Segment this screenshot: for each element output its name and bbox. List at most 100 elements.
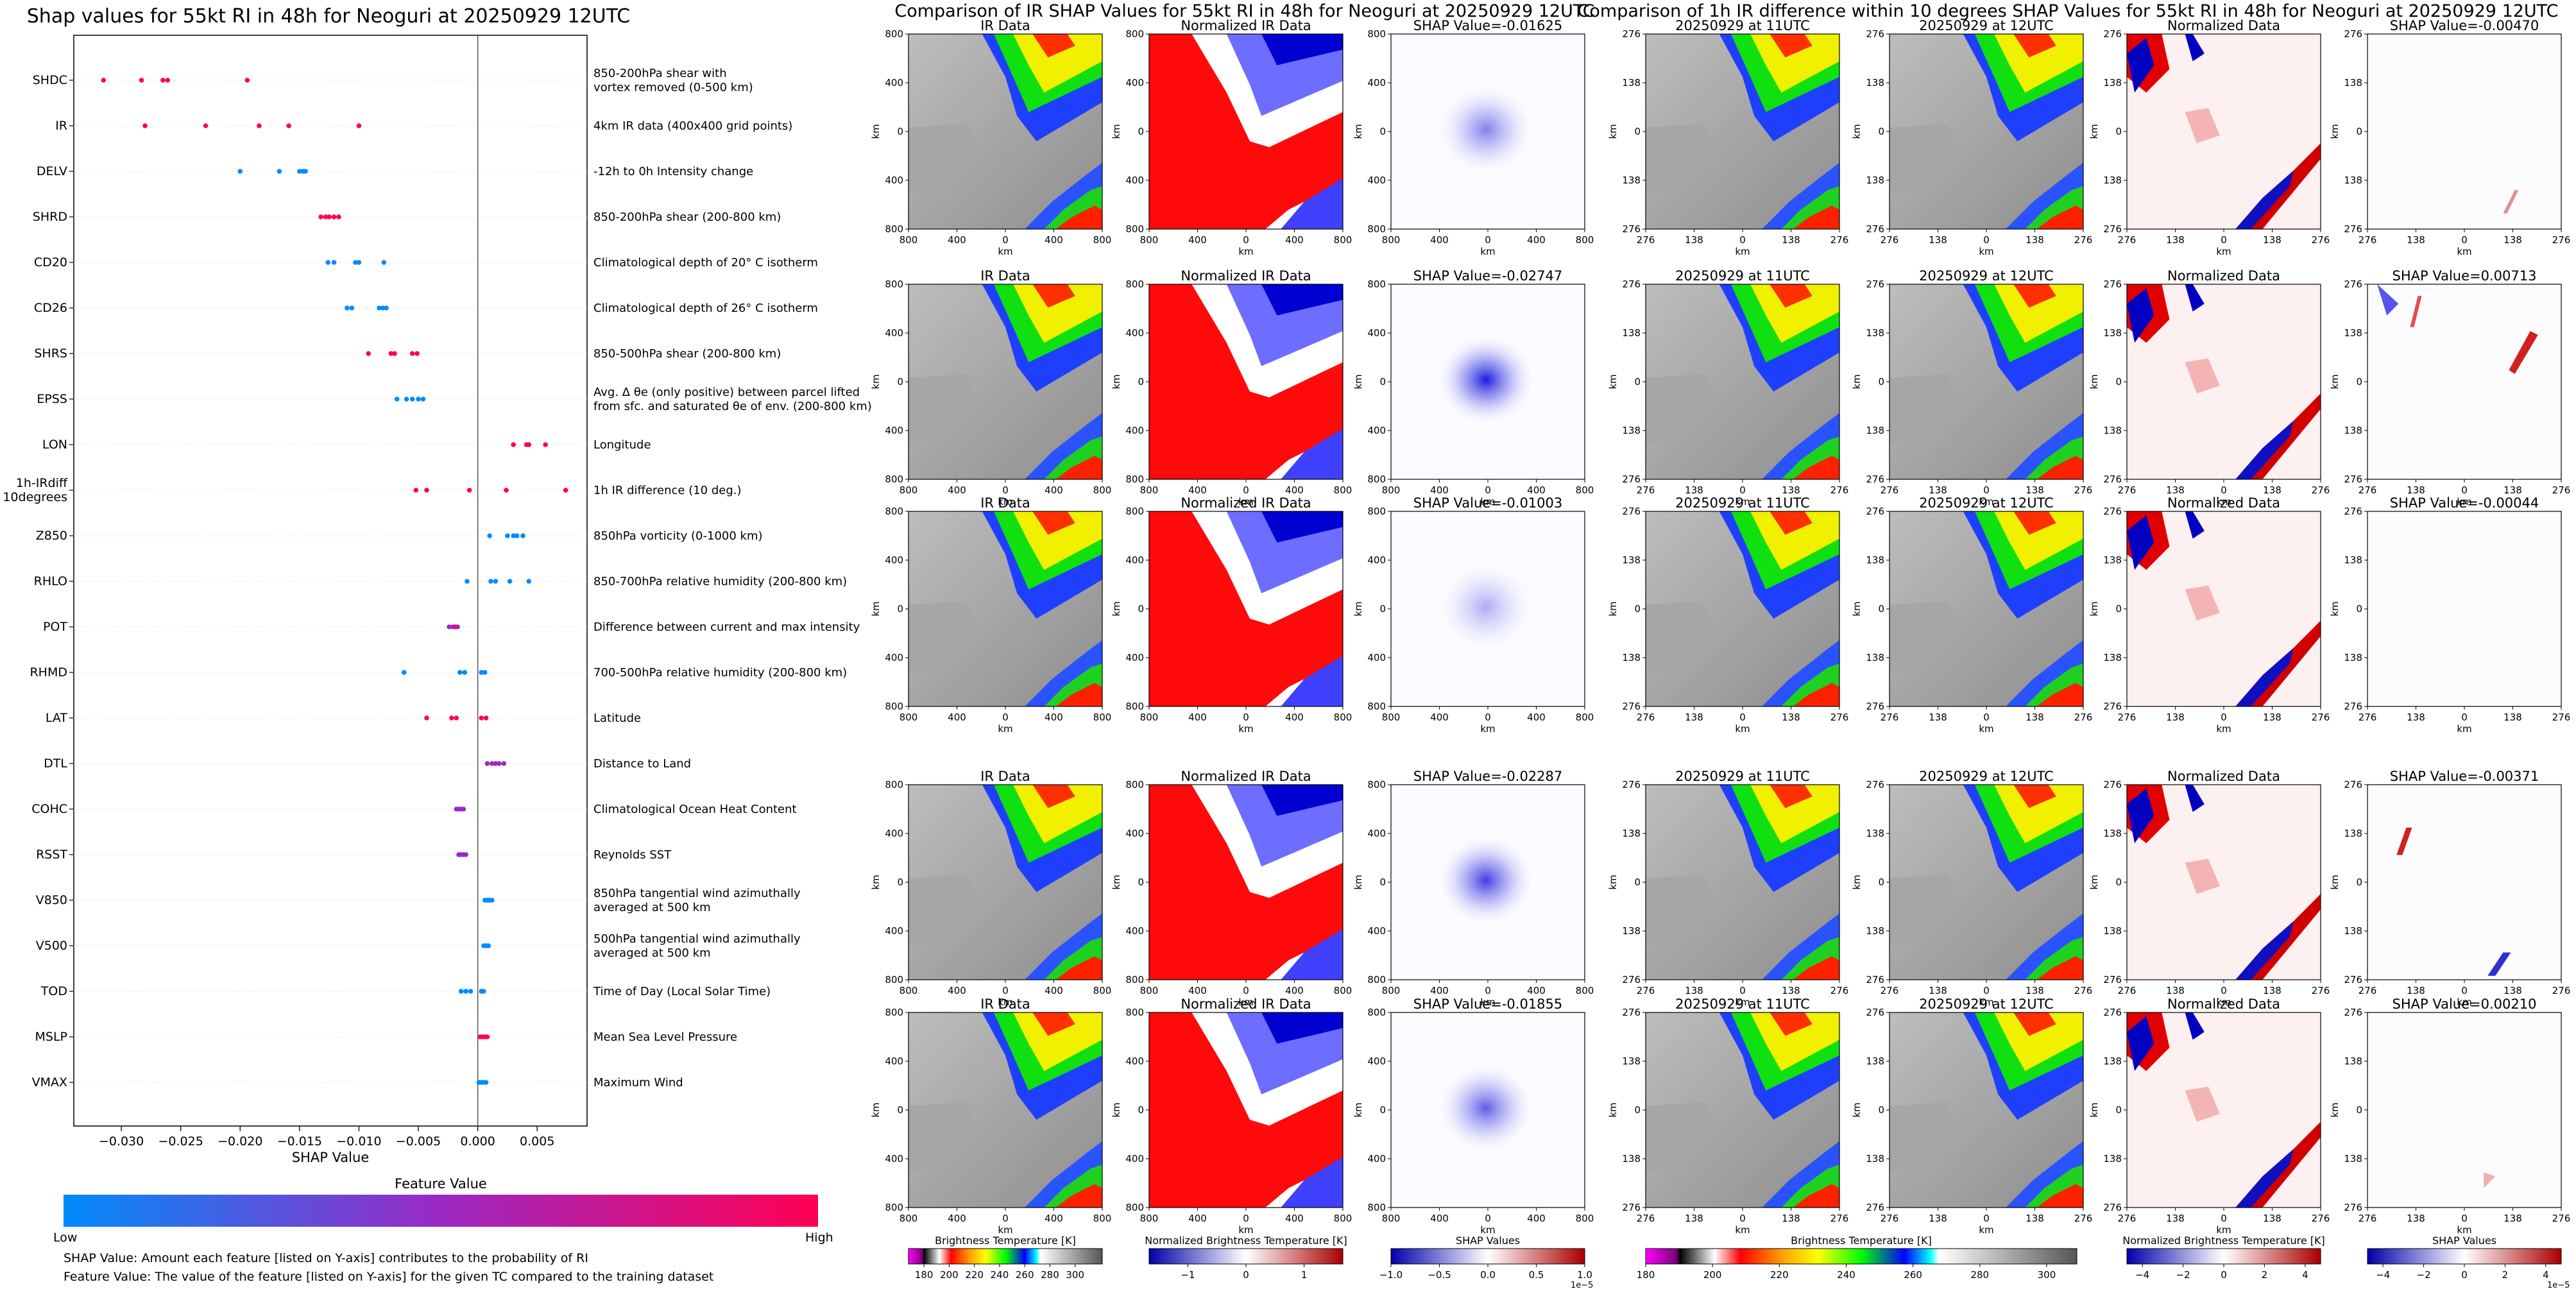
cloud-band — [1994, 34, 2083, 93]
cloud-band — [1265, 952, 1304, 980]
map-y-tick-label: 400 — [885, 925, 903, 937]
shap-point — [381, 260, 387, 265]
shap-point — [488, 579, 493, 584]
cloud-band — [1032, 34, 1075, 58]
map-y-tick-label: 400 — [1367, 652, 1386, 663]
map-x-tick-label: 800 — [1382, 985, 1401, 996]
cloud-band — [1770, 785, 1813, 808]
shap-note-2: Feature Value: The value of the feature … — [64, 1270, 713, 1284]
map-x-tick-label: 800 — [1334, 712, 1352, 723]
map-x-tick-label: 276 — [1637, 234, 1655, 246]
colorbar-tick-label: 260 — [1904, 1269, 1922, 1281]
map-x-tick-label: 276 — [1881, 1213, 1899, 1224]
map-x-tick-label: 276 — [1830, 1213, 1849, 1224]
shap-point — [345, 305, 350, 311]
map-y-axis-label: km — [1851, 124, 1863, 139]
map-x-tick-label: 276 — [2358, 484, 2377, 496]
map-x-tick-label: 276 — [2074, 1213, 2093, 1224]
feature-name: 1h-IRdiff 10degrees — [3, 476, 68, 504]
map-x-axis-label: km — [2457, 1224, 2471, 1236]
map-y-tick-label: 138 — [1866, 828, 1884, 839]
map-x-tick-label: 0 — [2221, 1213, 2227, 1224]
feature-description: Time of Day (Local Solar Time) — [593, 985, 771, 998]
map-x-tick-label: 138 — [2263, 712, 2282, 723]
feature-description: Distance to Land — [593, 757, 691, 771]
map-y-axis-label: km — [1607, 124, 1619, 139]
shap-point — [486, 943, 491, 948]
map-x-axis-label: km — [2216, 496, 2231, 508]
diff-map-cell: Normalized Data2762761381380013813827627… — [2088, 268, 2330, 508]
diff-feature — [2235, 420, 2294, 479]
diff-shap-background — [2367, 284, 2561, 479]
map-x-axis-label: km — [1238, 246, 1253, 257]
map-title: SHAP Value=-0.00371 — [2390, 769, 2539, 784]
map-x-tick-label: 400 — [1430, 985, 1449, 996]
cloud-band — [1750, 284, 1839, 343]
map-x-axis-label: km — [998, 996, 1012, 1008]
map-y-axis-label: km — [2329, 601, 2341, 616]
diff-colorbar: Normalized Brightness Temperature [K] −4 −… — [2122, 1234, 2325, 1281]
map-y-tick-label: 138 — [1622, 175, 1641, 186]
map-y-tick-label: 0 — [897, 1104, 903, 1116]
map-y-tick-label: 400 — [885, 1055, 903, 1067]
map-title: 20250929 at 12UTC — [1919, 268, 2054, 284]
diff-map-cell: Normalized Data2762761381380013813827627… — [2088, 996, 2330, 1236]
feature-name: RHLO — [34, 574, 67, 588]
shap-point — [497, 761, 502, 766]
map-x-axis-label: km — [1979, 1224, 1993, 1236]
colorbar-strip — [1645, 1248, 2077, 1265]
feature-description: 1h IR difference (10 deg.) — [593, 484, 742, 497]
cloud-band — [1265, 201, 1304, 229]
diff-feature — [2235, 1148, 2294, 1208]
map-y-tick-label: 800 — [1367, 974, 1386, 986]
cloud-band — [1750, 34, 1839, 93]
diff-map-cell: 20250929 at 11UTC27627613813800138138276… — [1607, 769, 1848, 1008]
map-y-tick-label: 400 — [1367, 77, 1386, 89]
map-y-tick-label: 400 — [1125, 652, 1144, 663]
cloud-band — [1013, 785, 1102, 844]
diff-map-cell: Normalized Data2762761381380013813827627… — [2088, 495, 2330, 735]
map-y-tick-label: 276 — [1622, 506, 1641, 517]
map-x-tick-label: 276 — [2118, 985, 2137, 996]
feature-description: 850hPa tangential wind azimuthally averag… — [593, 887, 801, 914]
map-x-tick-label: 0 — [1983, 484, 1990, 496]
shap-point — [139, 78, 144, 83]
diff-map-cell: Normalized Data2762761381380013813827627… — [2088, 769, 2330, 1008]
map-y-tick-label: 138 — [1622, 1055, 1641, 1067]
shap-row: EPSS Avg. Δ θe (only positive) between pa… — [37, 386, 871, 413]
ir-map-cell: SHAP Value=-0.02287800800400400004004008… — [1352, 769, 1594, 1008]
map-x-tick-label: 400 — [1188, 712, 1207, 723]
feature-name: COHC — [31, 802, 67, 816]
colorbar-tick-label: 0 — [2221, 1269, 2227, 1281]
cloud-band — [1032, 785, 1075, 808]
map-y-axis-label: km — [1851, 875, 1863, 889]
diff-feature — [2127, 515, 2154, 570]
ir-map-cell: Normalized IR Data8008004004000040040080… — [1111, 268, 1352, 508]
map-y-tick-label: 276 — [2344, 278, 2362, 290]
shap-plot-title: Shap values for 55kt RI in 48h for Neogu… — [27, 5, 630, 28]
colorbar-tick-label: 280 — [1970, 1269, 1989, 1281]
map-x-axis-label: km — [1979, 723, 1993, 735]
map-x-tick-label: 138 — [1782, 234, 1800, 246]
map-x-tick-label: 138 — [2166, 484, 2185, 496]
map-y-tick-label: 800 — [885, 474, 903, 485]
map-y-tick-label: 400 — [885, 1153, 903, 1165]
map-title: 20250929 at 11UTC — [1675, 268, 1810, 284]
map-y-axis-label: km — [870, 374, 882, 389]
feature-value-label: Feature Value — [395, 1176, 487, 1191]
map-x-tick-label: 0 — [2461, 1213, 2468, 1224]
colorbar-tick-label: −1 — [1181, 1269, 1195, 1281]
colorbar-strip — [1148, 1248, 1343, 1265]
map-y-axis-label: km — [1607, 875, 1619, 889]
cloud-band — [2036, 683, 2083, 706]
map-x-tick-label: 276 — [2074, 985, 2093, 996]
map-y-tick-label: 276 — [2344, 223, 2362, 235]
colorbar-tick-label: 2 — [2502, 1269, 2509, 1281]
shap-row: LON Longitude — [42, 438, 651, 452]
map-y-tick-label: 276 — [2344, 779, 2362, 790]
land-region — [1646, 123, 1716, 194]
map-x-tick-label: 138 — [1685, 1213, 1703, 1224]
shap-point — [377, 305, 382, 311]
shap-point — [457, 670, 463, 675]
shap-row: VMAX Maximum Wind — [32, 1075, 683, 1089]
